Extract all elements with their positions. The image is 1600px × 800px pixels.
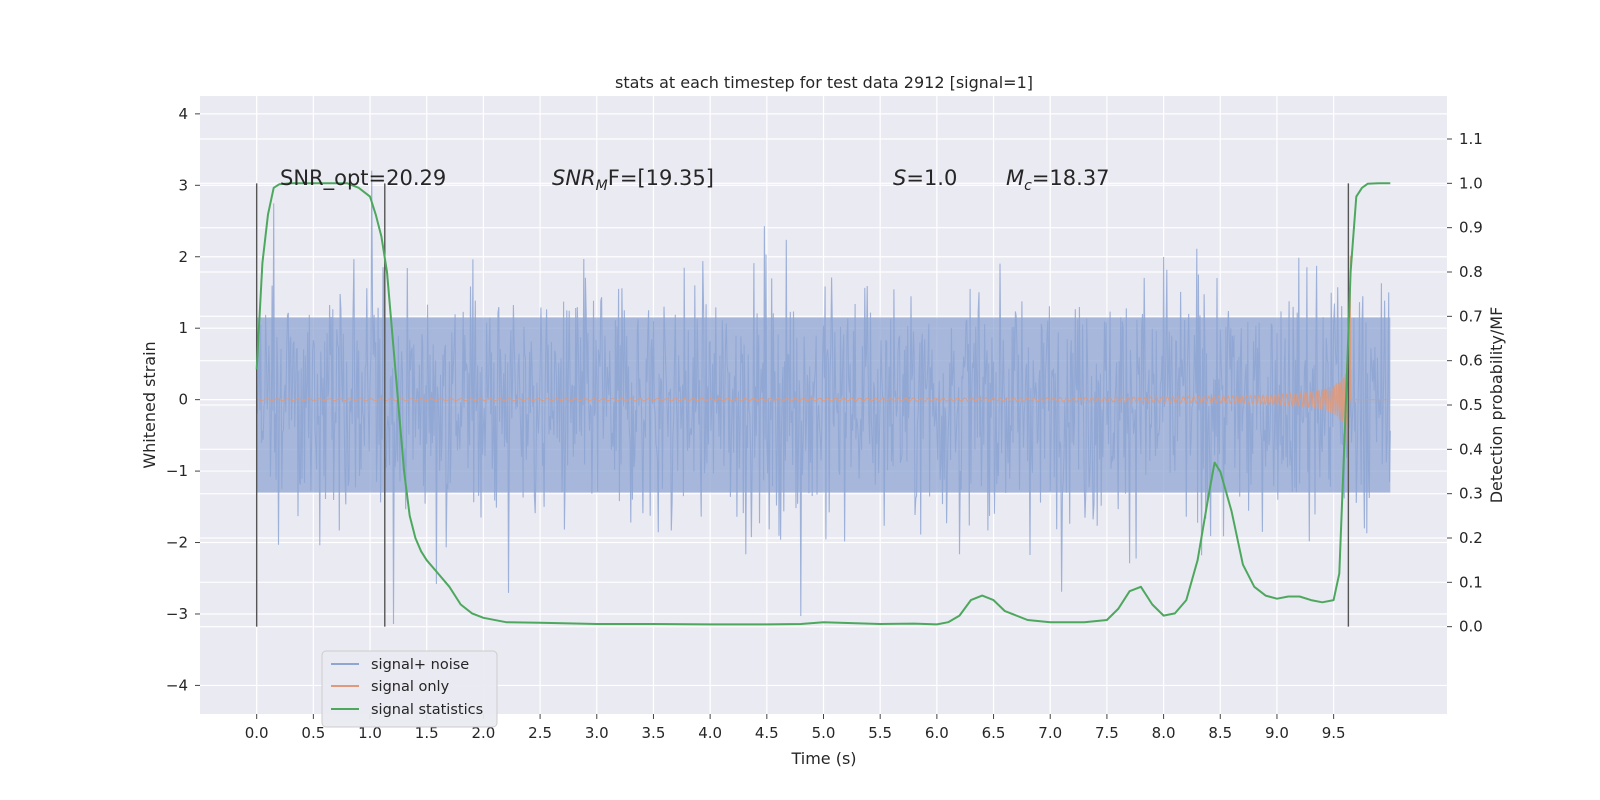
x-tick-label: 5.5: [868, 724, 892, 742]
x-tick-label: 0.0: [245, 724, 269, 742]
y2-tick-label: 0.3: [1459, 485, 1483, 503]
y2-tick-label: 1.0: [1459, 174, 1483, 192]
annotation-snr-mf-rest: F=[19.35]: [608, 166, 714, 190]
annotation-mc-value: =18.37: [1032, 166, 1110, 190]
legend-label-signal-only: signal only: [371, 679, 450, 695]
legend-label-signal-statistics: signal statistics: [371, 702, 483, 718]
x-tick-label: 9.0: [1265, 724, 1289, 742]
x-tick-label: 7.5: [1095, 724, 1119, 742]
x-tick-label: 6.0: [925, 724, 949, 742]
x-tick-label: 8.5: [1208, 724, 1232, 742]
annotation-snr-mf-sub: M: [596, 178, 608, 194]
y-tick-label: 3: [178, 176, 188, 194]
y-tick-label: −2: [166, 534, 188, 552]
x-tick-label: 3.5: [642, 724, 666, 742]
annotation-snr-mf-base: SNR: [552, 166, 596, 190]
y2-tick-label: 0.8: [1459, 263, 1483, 281]
x-tick-label: 2.5: [528, 724, 552, 742]
y-tick-label: 4: [178, 105, 188, 123]
y-axis-label: Whitened strain: [140, 341, 159, 468]
x-tick-label: 7.0: [1038, 724, 1062, 742]
x-tick-label: 4.5: [755, 724, 779, 742]
signal-noise-series: [256, 170, 1391, 625]
annotation-snr-mf: SNRMF=[19.35]: [552, 166, 714, 194]
annotation-snr-opt: SNR_opt=20.29: [280, 166, 446, 191]
y-tick-label: 0: [178, 391, 188, 409]
y2-tick-label: 1.1: [1459, 130, 1483, 148]
y2-tick-label: 0.2: [1459, 529, 1483, 547]
y-tick-label: −3: [166, 605, 188, 623]
x-tick-label: 6.5: [982, 724, 1006, 742]
legend: signal+ noise signal only signal statist…: [321, 650, 498, 728]
signal-statistics-series: [255, 182, 1391, 626]
chart-title: stats at each timestep for test data 291…: [615, 73, 1033, 92]
y2-tick-label: 0.4: [1459, 440, 1483, 458]
y2-tick-label: 0.7: [1459, 307, 1483, 325]
x-tick-label: 0.5: [301, 724, 325, 742]
y2-tick-label: 0.1: [1459, 573, 1483, 591]
annotation-s-var: S: [893, 166, 906, 190]
signal-noise-dense-band: [256, 317, 1391, 493]
y2-tick-label: 0.6: [1459, 352, 1483, 370]
x-axis-label: Time (s): [790, 749, 856, 768]
x-tick-label: 2.0: [471, 724, 495, 742]
x-tick-label: 5.0: [812, 724, 836, 742]
signal-only-line: [256, 255, 1391, 460]
annotation-s-value: =1.0: [906, 166, 957, 190]
x-tick-label: 3.0: [585, 724, 609, 742]
annotation-mc: Mc=18.37: [1006, 166, 1110, 194]
legend-label-signal-noise: signal+ noise: [371, 657, 469, 673]
tick-labels: 0.0 0.5 1.0 1.5 2.0 2.5 3.0 3.5 4.0 4.5 5.0 5.5 6.0 6…: [166, 105, 1483, 742]
y-tick-label: −1: [166, 462, 188, 480]
y-tick-label: 2: [178, 248, 188, 266]
signal-statistics-line: [255, 182, 1391, 626]
annotation-mc-sub: c: [1024, 178, 1032, 194]
y2-tick-label: 0.9: [1459, 219, 1483, 237]
x-tick-label: 1.0: [358, 724, 382, 742]
y2-tick-label: 0.5: [1459, 396, 1483, 414]
y2-axis-label: Detection probability/MF: [1487, 307, 1506, 504]
signal-only-series: [256, 255, 1391, 460]
y-tick-label: −4: [166, 676, 188, 694]
y2-tick-label: 0.0: [1459, 618, 1483, 636]
annotation-s: S=1.0: [893, 166, 957, 190]
y-tick-label: 1: [178, 319, 188, 337]
x-tick-label: 9.5: [1322, 724, 1346, 742]
x-tick-label: 8.0: [1152, 724, 1176, 742]
annotation-mc-var: M: [1006, 166, 1024, 190]
legend-box: [321, 650, 498, 728]
x-tick-label: 4.0: [698, 724, 722, 742]
annotations: SNR_opt=20.29 SNRMF=[19.35] S=1.0 Mc=18.…: [280, 166, 1110, 194]
x-tick-label: 1.5: [415, 724, 439, 742]
